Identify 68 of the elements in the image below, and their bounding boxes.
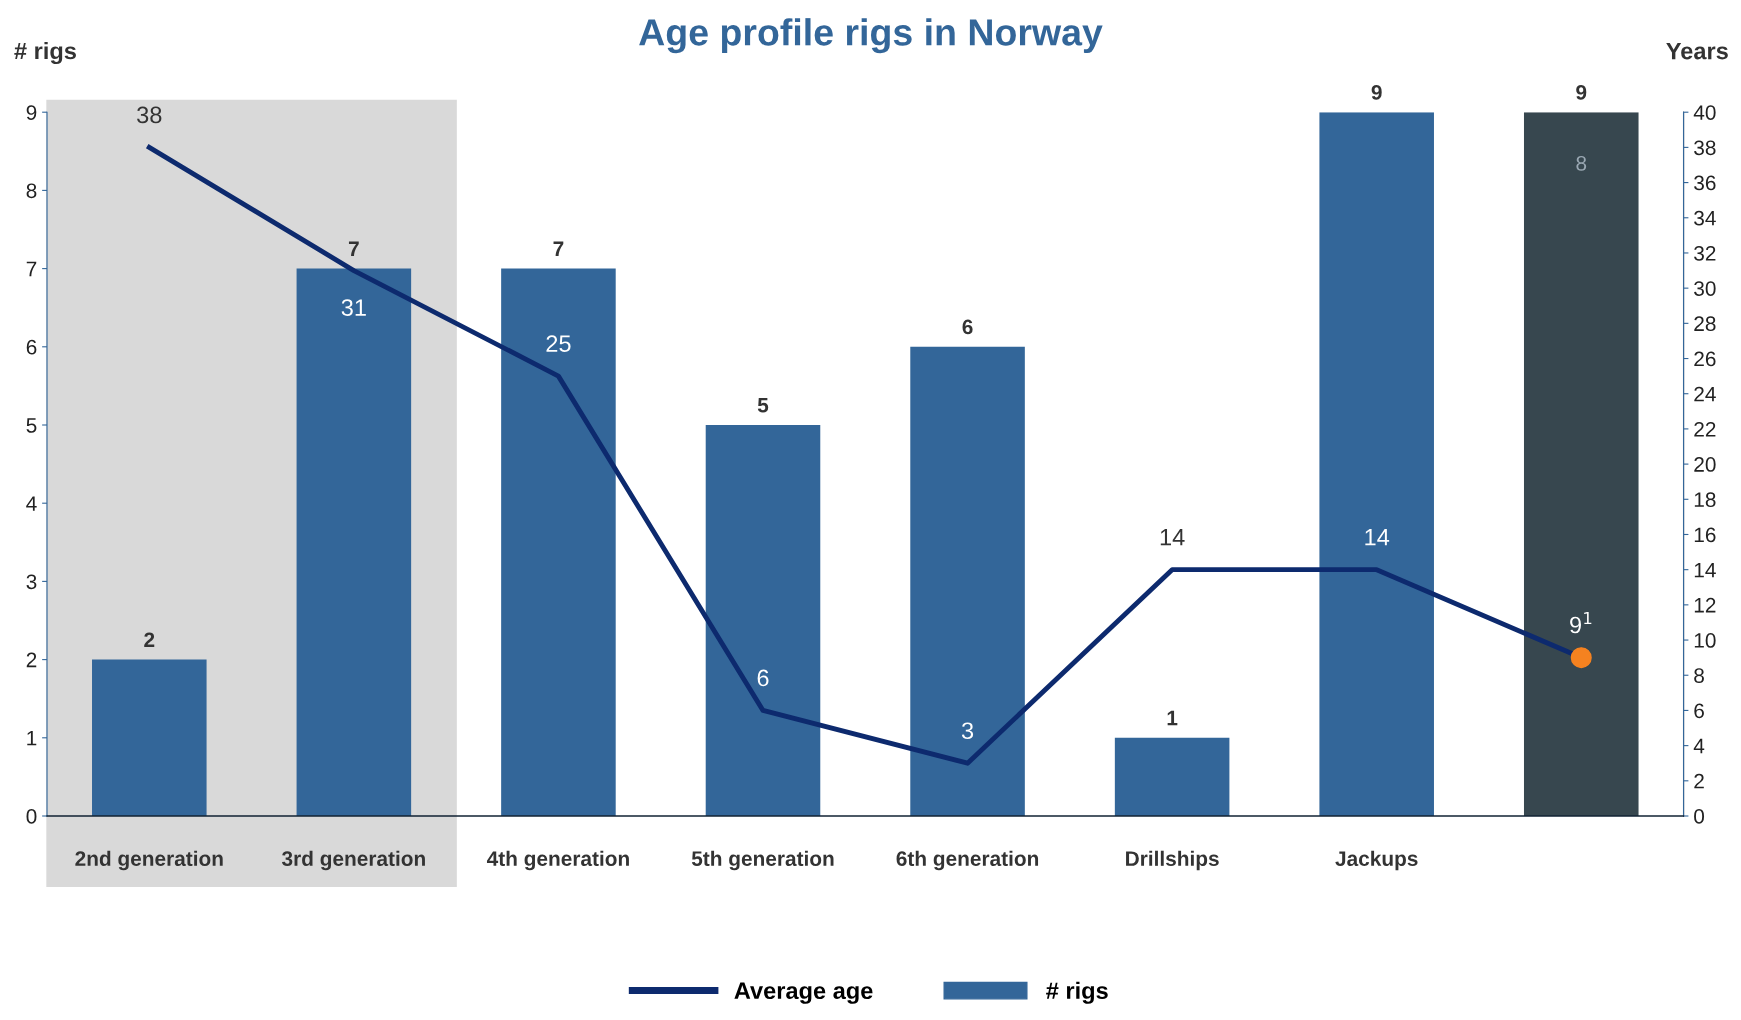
y-tick-label: 5 (26, 418, 37, 433)
y2-tick-label: 8 (1694, 668, 1704, 683)
y2-tick-label: 0 (1694, 809, 1705, 824)
y2-tick-label: 10 (1694, 633, 1716, 648)
x-tick-label: 6th generation (896, 850, 1039, 871)
data-label: 9 (1576, 85, 1587, 100)
y-tick-label: 3 (26, 574, 37, 590)
data-label: 25 (546, 335, 571, 353)
y2-tick-label: 30 (1694, 281, 1716, 296)
legend-label: Average age (734, 982, 873, 1004)
y-tick-label: 0 (26, 809, 37, 824)
y-tick-label: 9 (26, 105, 37, 120)
y-tick-label: 2 (26, 652, 37, 668)
data-label: 9 (1371, 85, 1382, 100)
bar (1114, 737, 1230, 816)
y2-tick-label: 24 (1694, 386, 1716, 402)
data-label: 6 (757, 669, 769, 687)
y2-tick-label: 22 (1694, 421, 1716, 437)
y2-tick-label: 38 (1694, 140, 1716, 156)
x-tick-label: Jackups (1335, 850, 1418, 871)
data-label: 14 (1365, 529, 1390, 546)
y-tick-label: 4 (26, 496, 37, 511)
data-label: 9$^{1}$ (1570, 612, 1592, 634)
bar (92, 659, 207, 816)
data-label: 2 (144, 632, 155, 647)
y2-tick-label: 14 (1694, 562, 1716, 578)
y2-tick-label: 20 (1694, 457, 1716, 472)
x-tick-label: 5th generation (691, 850, 834, 871)
y-axis-title: # rigs (14, 41, 76, 65)
y2-tick-label: 26 (1694, 351, 1716, 367)
y2-tick-label: 28 (1694, 316, 1716, 332)
data-label: 7 (553, 241, 564, 256)
bar (1523, 112, 1639, 816)
data-label: 7 (348, 241, 359, 256)
y2-tick-label: 32 (1694, 245, 1716, 261)
bar (705, 425, 821, 816)
y2-tick-label: 12 (1694, 597, 1716, 613)
x-tick-label: 4th generation (486, 850, 629, 871)
y-tick-label: 7 (26, 261, 37, 277)
bar (910, 346, 1025, 816)
y2-tick-label: 2 (1694, 773, 1704, 789)
bar (1319, 112, 1434, 816)
legend-label: # rigs (1046, 981, 1108, 1004)
y2-tick-label: 34 (1694, 210, 1716, 226)
data-label: 31 (341, 299, 366, 316)
y-tick-label: 8 (26, 183, 37, 199)
y2-tick-label: 16 (1694, 527, 1716, 543)
annotation: 8 (1576, 155, 1587, 171)
y2-tick-label: 36 (1694, 175, 1716, 191)
x-tick-label: 2nd generation (75, 850, 223, 871)
bar (296, 268, 412, 816)
data-label: 1 (1167, 710, 1178, 726)
y2-tick-label: 6 (1694, 703, 1704, 719)
data-label: 14 (1160, 529, 1185, 546)
x-tick-label: 3rd generation (281, 850, 425, 871)
y-tick-label: 6 (26, 339, 37, 355)
y2-tick-label: 18 (1694, 492, 1716, 508)
data-label: 3 (961, 722, 974, 740)
data-label: 5 (757, 398, 769, 413)
bar (501, 268, 616, 816)
y2-tick-label: 4 (1693, 738, 1705, 754)
y-tick-label: 1 (27, 731, 37, 746)
data-label: 38 (137, 106, 162, 124)
y2-tick-label: 40 (1693, 105, 1716, 120)
chart-title: Age profile rigs in Norway (639, 18, 1103, 54)
y2-axis-title: Years (1666, 42, 1728, 60)
x-tick-label: Drillships (1126, 850, 1219, 871)
data-label: 6 (962, 319, 973, 335)
